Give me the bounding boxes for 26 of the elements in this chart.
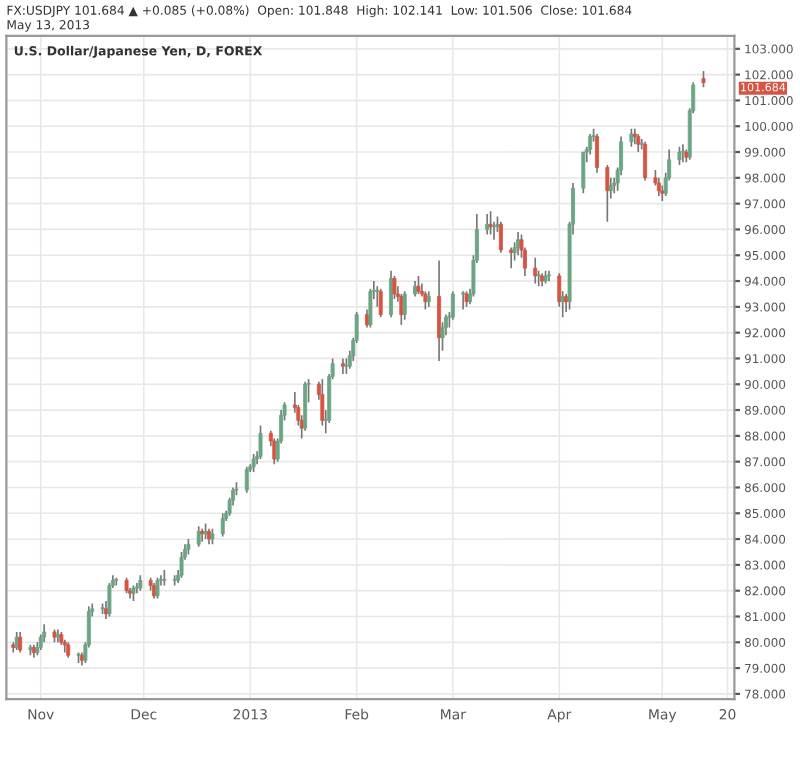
candlestick — [107, 582, 112, 618]
candlestick — [303, 380, 308, 432]
candlestick — [677, 146, 682, 166]
candlestick — [488, 210, 493, 236]
candlestick — [509, 246, 514, 269]
candlestick — [368, 287, 373, 329]
candlestick — [320, 378, 325, 427]
candlestick — [595, 133, 600, 174]
candlestick — [340, 357, 345, 375]
candlestick — [498, 220, 503, 254]
candlestick — [399, 293, 404, 326]
candlestick — [643, 140, 648, 182]
candlestick — [450, 290, 455, 321]
candlestick — [605, 164, 610, 223]
candlestick — [42, 623, 47, 644]
candlestick — [378, 287, 383, 319]
candlestick — [179, 551, 184, 579]
candlestick — [18, 631, 23, 654]
candlestick — [244, 465, 249, 494]
candlestick — [656, 176, 661, 197]
candlestick — [389, 269, 393, 319]
candlestick — [437, 259, 442, 362]
candlestick — [416, 275, 421, 295]
candlestick — [402, 290, 407, 321]
candlestick — [258, 424, 263, 460]
candlestick — [533, 256, 538, 285]
